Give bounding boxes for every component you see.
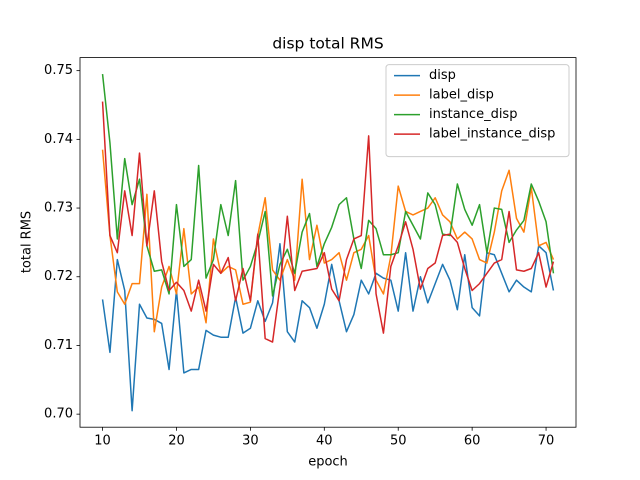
legend-label: disp (429, 68, 456, 83)
y-axis-label: total RMS (20, 211, 35, 273)
y-tick-label: 0.74 (44, 132, 73, 147)
series-line (101, 101, 555, 343)
legend-box (385, 64, 570, 158)
chart-title: disp total RMS (272, 35, 383, 53)
legend-label: label_disp (429, 88, 494, 103)
x-axis-label: epoch (308, 455, 348, 470)
x-tick-label: 10 (94, 434, 111, 449)
x-tick-label: 20 (168, 434, 185, 449)
y-tick-label: 0.70 (44, 407, 73, 422)
x-tick-label: 60 (464, 434, 481, 449)
y-tick-label: 0.71 (44, 338, 73, 353)
legend-label: label_instance_disp (429, 127, 555, 142)
series-line (101, 74, 555, 297)
y-tick-label: 0.75 (44, 63, 73, 78)
x-tick-label: 50 (390, 434, 407, 449)
series-line (101, 243, 555, 412)
legend-label: instance_disp (429, 107, 517, 122)
x-tick-label: 30 (242, 434, 259, 449)
x-tick-label: 40 (316, 434, 333, 449)
y-tick-label: 0.72 (44, 269, 73, 284)
axes-frame (79, 57, 577, 428)
y-tick-label: 0.73 (44, 201, 73, 216)
x-tick-label: 70 (538, 434, 555, 449)
